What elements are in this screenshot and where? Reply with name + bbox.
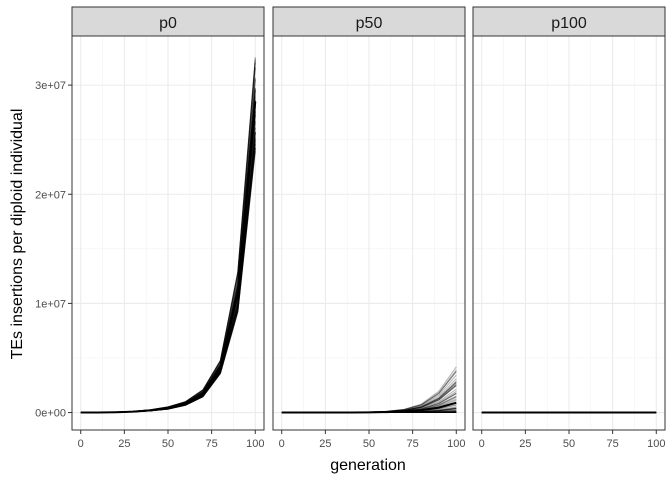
x-tick-label: 50	[563, 438, 575, 450]
y-tick-label: 1e+07	[35, 298, 66, 310]
x-tick-label: 75	[206, 438, 218, 450]
x-tick-label: 100	[246, 438, 264, 450]
facet-panel-p50: p50 0 25 50 75 100	[272, 6, 466, 450]
x-tick-label: 100	[447, 438, 465, 450]
y-tick-label: 3e+07	[35, 80, 66, 92]
x-tick-label: 0	[479, 438, 485, 450]
x-tick-label: 75	[607, 438, 619, 450]
y-axis-ticks: 0e+00 1e+07 2e+07 3e+07	[35, 80, 72, 420]
x-tick-label: 25	[519, 438, 531, 450]
x-tick-label: 75	[407, 438, 419, 450]
series-line	[80, 101, 257, 414]
x-tick-label: 100	[647, 438, 665, 450]
y-axis-title: TEs insertions per diploid individual	[9, 109, 26, 360]
x-tick-label: 25	[118, 438, 130, 450]
x-tick-label: 50	[162, 438, 174, 450]
y-tick-label: 2e+07	[35, 189, 66, 201]
facet-strip-label: p50	[356, 15, 383, 32]
series-line	[281, 401, 457, 414]
x-axis-title: generation	[330, 457, 406, 474]
facet-panel-p0: p0 0 25 50 75 100	[71, 6, 265, 450]
y-tick-label: 0e+00	[35, 408, 66, 420]
x-tick-label: 0	[78, 438, 84, 450]
facet-strip-label: p100	[551, 15, 587, 32]
x-tick-label: 25	[319, 438, 331, 450]
x-tick-label: 50	[363, 438, 375, 450]
facet-strip	[71, 6, 265, 37]
x-tick-label: 0	[279, 438, 285, 450]
facet-strip-label: p0	[159, 15, 177, 32]
facet-panel-p100: p100 0 25 50 75 100	[472, 6, 666, 450]
facet-panels: p0 0 25 50 75 100 p50 0 25 50 75 100 p100 0 25 50 75 100	[71, 6, 666, 450]
